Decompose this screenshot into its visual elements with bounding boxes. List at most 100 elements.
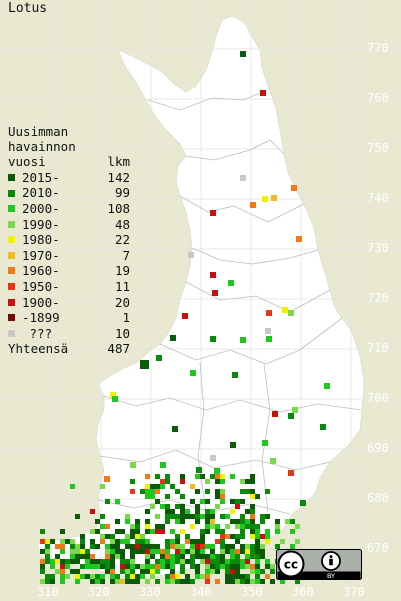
- observation-square: [115, 499, 120, 504]
- observation-square: [190, 539, 195, 544]
- observation-square: [100, 579, 105, 584]
- observation-square: [175, 534, 180, 539]
- observation-square: [115, 549, 120, 554]
- observation-square: [265, 529, 270, 534]
- observation-square: [172, 426, 178, 432]
- observation-square: [85, 559, 90, 564]
- observation-square: [255, 559, 260, 564]
- cc-by-icon: cc BY: [276, 549, 362, 580]
- observation-square: [145, 579, 150, 584]
- observation-square: [85, 554, 90, 559]
- observation-square: [235, 574, 240, 579]
- observation-square: [115, 574, 120, 579]
- observation-square: [255, 534, 260, 539]
- observation-square: [205, 529, 210, 534]
- observation-square: [105, 544, 110, 549]
- observation-square: [220, 494, 225, 499]
- observation-square: [265, 489, 270, 494]
- observation-square: [75, 579, 80, 584]
- observation-square: [230, 569, 235, 574]
- observation-square: [75, 554, 80, 559]
- observation-square: [125, 539, 130, 544]
- observation-square: [195, 574, 200, 579]
- observation-square: [285, 519, 290, 524]
- legend-swatch: [8, 173, 15, 181]
- observation-square: [165, 509, 170, 514]
- observation-square: [40, 549, 45, 554]
- observation-square: [155, 564, 160, 569]
- observation-square: [155, 579, 160, 584]
- observation-square: [165, 559, 170, 564]
- observation-square: [230, 554, 235, 559]
- observation-square: [170, 514, 175, 519]
- observation-square: [266, 310, 272, 316]
- observation-square: [70, 484, 75, 489]
- observation-square: [125, 574, 130, 579]
- observation-square: [265, 514, 270, 519]
- observation-square: [182, 313, 188, 319]
- observation-square: [140, 360, 149, 369]
- observation-square: [180, 564, 185, 569]
- observation-square: [135, 564, 140, 569]
- observation-square: [160, 564, 165, 569]
- observation-square: [288, 310, 294, 316]
- observation-square: [90, 554, 95, 559]
- observation-square: [80, 534, 85, 539]
- observation-square: [105, 549, 110, 554]
- legend-swatch: [8, 329, 15, 337]
- observation-square: [205, 489, 210, 494]
- legend-label: 2015-: [22, 169, 60, 185]
- observation-square: [245, 489, 250, 494]
- legend: Uusimman havainnon vuosi lkm 2015- 142 201…: [8, 124, 130, 357]
- observation-square: [225, 514, 230, 519]
- observation-square: [250, 529, 255, 534]
- observation-square: [130, 554, 135, 559]
- observation-square: [150, 529, 155, 534]
- observation-square: [290, 529, 295, 534]
- region-borders: [97, 91, 363, 515]
- observation-square: [210, 559, 215, 564]
- observation-square: [105, 559, 110, 564]
- observation-square: [190, 370, 196, 376]
- observation-square: [165, 494, 170, 499]
- observation-square: [125, 564, 130, 569]
- observation-square: [260, 579, 265, 584]
- observation-square: [50, 564, 55, 569]
- observation-square: [70, 539, 75, 544]
- observation-square: [145, 474, 150, 479]
- observation-square: [255, 524, 260, 529]
- observation-square: [210, 455, 216, 461]
- observation-square: [95, 529, 100, 534]
- observation-square: [112, 396, 118, 402]
- observation-square: [235, 554, 240, 559]
- legend-count: 1: [122, 310, 130, 326]
- observation-square: [175, 544, 180, 549]
- observation-square: [140, 564, 145, 569]
- observation-square: [125, 579, 130, 584]
- observation-square: [120, 539, 125, 544]
- observation-square: [165, 504, 170, 509]
- observation-square: [160, 554, 165, 559]
- observation-square: [180, 569, 185, 574]
- observation-square: [215, 489, 220, 494]
- observation-square: [60, 569, 65, 574]
- observation-square: [300, 500, 306, 506]
- observation-square: [90, 544, 95, 549]
- observation-square: [70, 559, 75, 564]
- observation-square: [155, 544, 160, 549]
- observation-square: [155, 549, 160, 554]
- x-tick-label: 340: [190, 585, 212, 599]
- legend-label: 2010-: [22, 185, 60, 201]
- observation-square: [135, 524, 140, 529]
- observation-square: [190, 499, 195, 504]
- legend-label: 1990-: [22, 216, 60, 232]
- observation-square: [60, 549, 65, 554]
- observation-square: [225, 534, 230, 539]
- observation-square: [255, 529, 260, 534]
- observation-square: [55, 569, 60, 574]
- observation-square: [270, 458, 276, 464]
- observation-square: [195, 544, 200, 549]
- observation-square: [75, 574, 80, 579]
- observation-square: [190, 524, 195, 529]
